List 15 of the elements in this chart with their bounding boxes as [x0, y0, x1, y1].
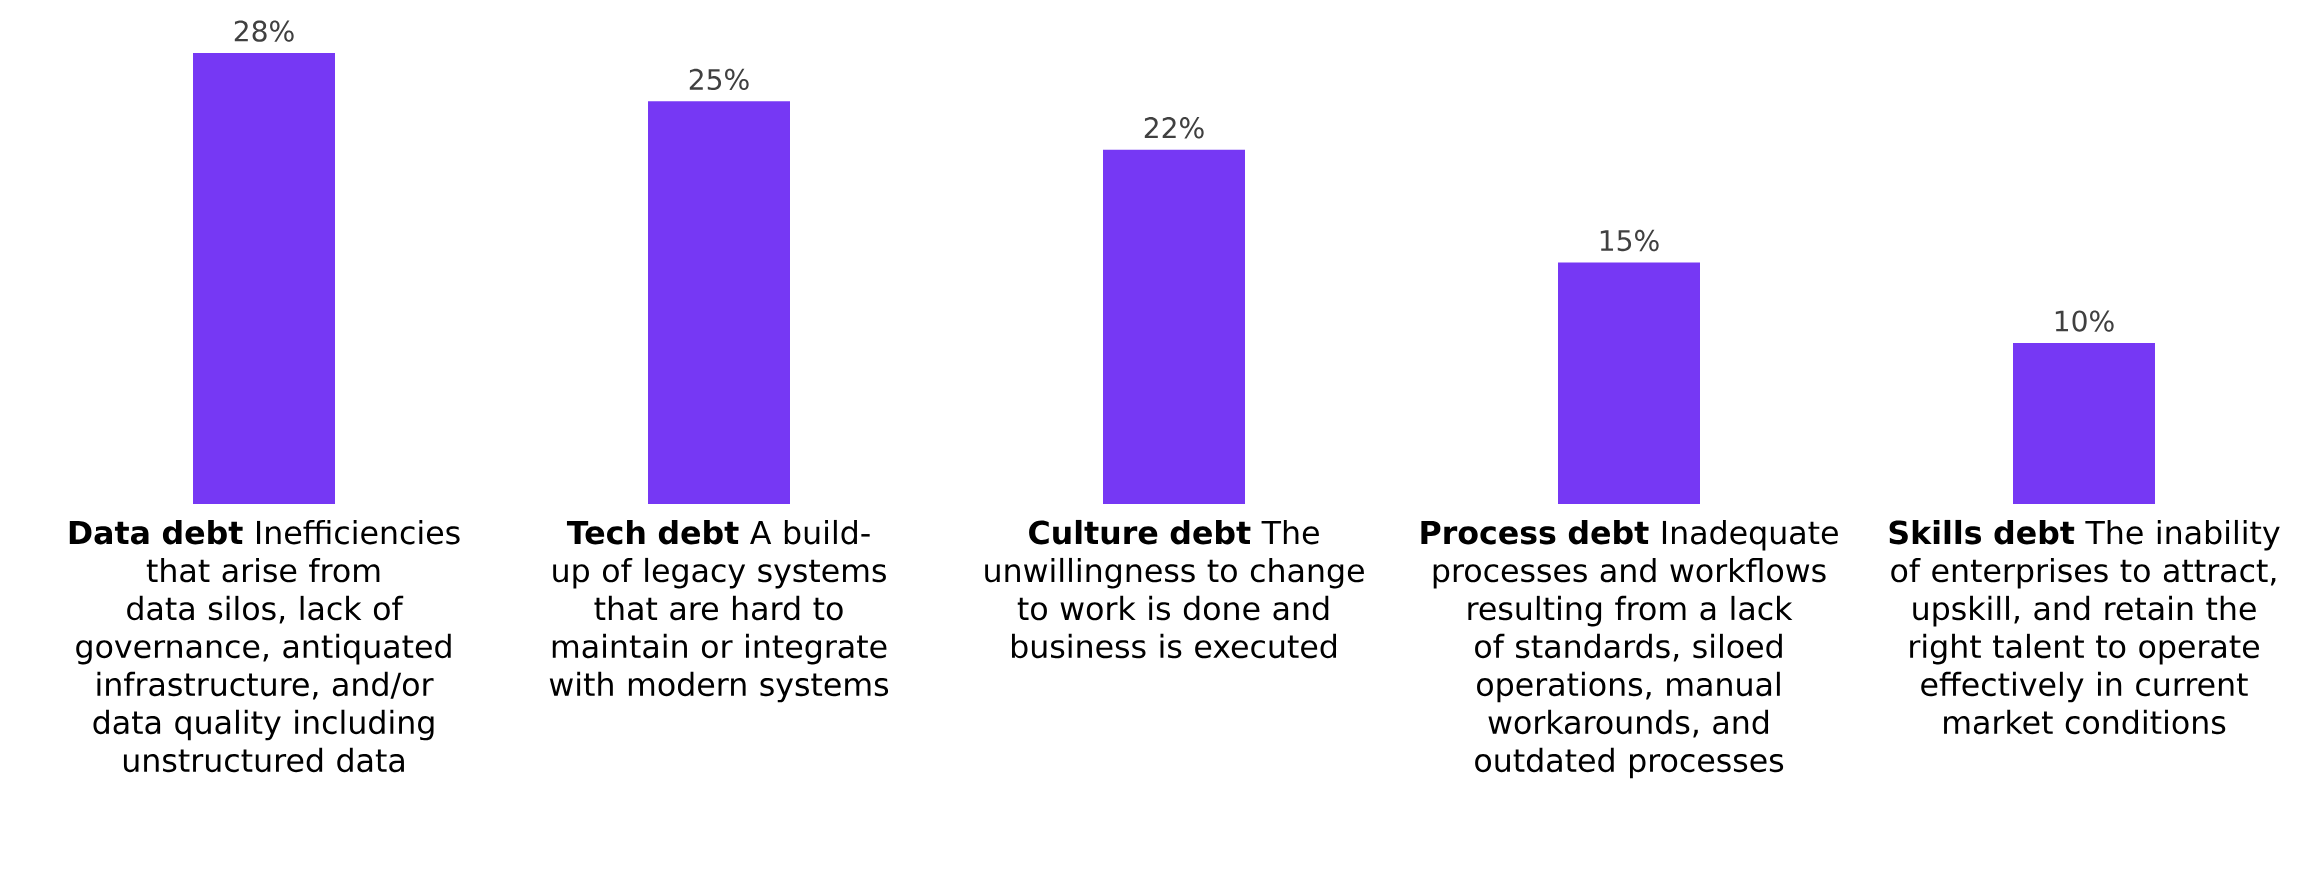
x-tick-label: Culture debt The unwillingness to change to work is done and business is executed: [985, 519, 1364, 659]
x-tick-label: Tech debt A build-up of legacy systems that are hard to maintain or integrate with modern systems: [549, 519, 889, 703]
bar: [648, 101, 790, 504]
bar: [193, 53, 335, 504]
data-label: 15%: [1600, 229, 1659, 252]
data-label: 10%: [2055, 310, 2114, 332]
data-label: 28%: [234, 20, 294, 42]
data-label: 25%: [689, 68, 749, 91]
x-tick-label: Skills debt The inability of enterprises to attract, upskill, and retain the right talent to operate effectively in current market conditions: [1889, 519, 2280, 735]
bar: [1558, 262, 1700, 504]
bar: [2013, 342, 2155, 504]
data-label: 22%: [1144, 117, 1204, 139]
bar: [1103, 149, 1245, 504]
x-tick-label: Data debt Inefficiencies that arise from data silos, lack of governance, antiquated infrastructure, and/or data quality including unstructured data: [69, 519, 460, 773]
x-tick-label: Process debt Inadequate processes and workflows resulting from a lack of standards, siloed operations, manual workarounds, and outdated processes: [1421, 519, 1838, 779]
